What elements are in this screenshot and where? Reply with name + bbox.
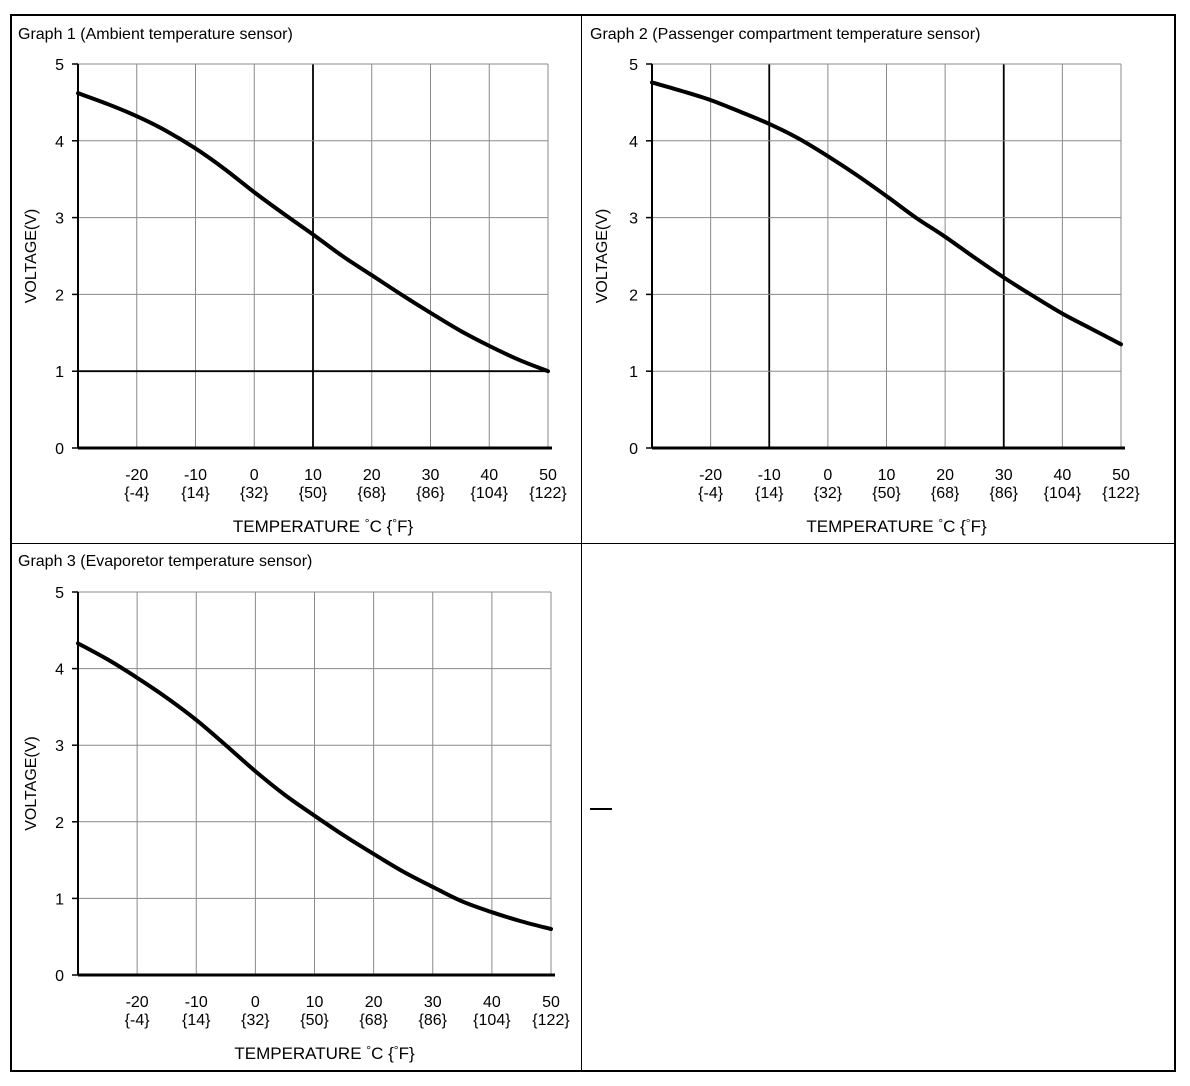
y-axis-label: VOLTAGE(V): [23, 736, 40, 831]
x-axis-label-prefix: TEMPERATURE: [234, 1044, 366, 1063]
x-tick-label-f: {68}: [358, 485, 387, 502]
panel-divider-horizontal: [10, 543, 1176, 544]
y-tick-label: 1: [55, 891, 64, 908]
x-tick-label-f: {50}: [872, 485, 901, 502]
x-tick-label-c: 50: [1112, 467, 1130, 484]
x-tick-label-f: {-4}: [698, 485, 724, 502]
degree-mark: °: [966, 516, 971, 530]
x-axis-label-prefix: TEMPERATURE: [233, 517, 365, 536]
y-tick-label: 4: [55, 134, 64, 151]
x-axis-label: TEMPERATURE °C {°F}: [233, 516, 414, 536]
x-tick-label-f: {14}: [182, 1012, 211, 1029]
x-tick-label-f: {14}: [755, 485, 784, 502]
x-axis-label: TEMPERATURE °C {°F}: [234, 1043, 415, 1063]
y-tick-label: 2: [55, 287, 64, 304]
y-tick-label: 3: [55, 738, 64, 755]
y-tick-label: 0: [55, 441, 64, 458]
x-tick-label-c: 20: [365, 994, 383, 1011]
graph-2-chart: 012345-20{-4}-10{14}0{32}10{50}20{68}30{…: [594, 57, 1140, 536]
y-tick-label: 5: [55, 585, 64, 602]
x-tick-label-f: {68}: [931, 485, 960, 502]
x-axis-label-unit-c: C {: [371, 1044, 394, 1063]
x-axis-label-unit-f: F}: [971, 517, 987, 536]
x-tick-label-f: {104}: [473, 1012, 511, 1029]
x-tick-label-c: 40: [1053, 467, 1071, 484]
x-tick-label-f: {50}: [299, 485, 328, 502]
x-tick-label-c: 10: [306, 994, 324, 1011]
x-tick-label-c: 0: [250, 467, 259, 484]
x-tick-label-c: 10: [304, 467, 322, 484]
y-tick-label: 4: [629, 134, 638, 151]
degree-mark: °: [392, 516, 397, 530]
x-tick-label-f: {86}: [990, 485, 1019, 502]
graph-2-title: Graph 2 (Passenger compartment temperatu…: [590, 26, 981, 43]
x-tick-label-f: {122}: [529, 485, 567, 502]
x-tick-label-c: 50: [542, 994, 560, 1011]
x-tick-label-c: 40: [480, 467, 498, 484]
y-tick-label: 4: [55, 662, 64, 679]
x-axis-label-prefix: TEMPERATURE: [806, 517, 938, 536]
x-tick-label-c: 50: [539, 467, 557, 484]
x-tick-label-c: 20: [363, 467, 381, 484]
graph-1-title: Graph 1 (Ambient temperature sensor): [18, 26, 293, 43]
y-axis-label: VOLTAGE(V): [594, 209, 611, 304]
y-tick-label: 3: [55, 211, 64, 228]
x-axis-label-unit-c: C {: [943, 517, 966, 536]
degree-mark: °: [365, 516, 370, 530]
x-axis-label-unit-f: F}: [397, 517, 413, 536]
x-tick-label-c: 0: [823, 467, 832, 484]
x-axis-label-unit-c: C {: [370, 517, 393, 536]
degree-mark: °: [394, 1043, 399, 1057]
stray-dash-mark: [590, 808, 612, 810]
x-tick-label-c: 40: [483, 994, 501, 1011]
graph-3-title: Graph 3 (Evaporetor temperature sensor): [18, 553, 313, 570]
x-tick-label-f: {-4}: [124, 485, 150, 502]
x-tick-label-f: {68}: [359, 1012, 388, 1029]
y-tick-label: 1: [55, 364, 64, 381]
x-tick-label-f: {50}: [300, 1012, 329, 1029]
x-tick-label-c: 20: [936, 467, 954, 484]
x-tick-label-f: {32}: [240, 485, 269, 502]
x-axis-label: TEMPERATURE °C {°F}: [806, 516, 987, 536]
y-tick-label: 2: [629, 287, 638, 304]
x-tick-label-f: {-4}: [125, 1012, 151, 1029]
x-axis-label-unit-f: F}: [399, 1044, 415, 1063]
x-tick-label-c: 10: [878, 467, 896, 484]
x-tick-label-c: 0: [251, 994, 260, 1011]
x-tick-label-f: {86}: [419, 1012, 448, 1029]
y-axis-label: VOLTAGE(V): [23, 209, 40, 304]
x-tick-label-f: {104}: [1044, 485, 1082, 502]
y-tick-label: 0: [629, 441, 638, 458]
x-tick-label-c: 30: [995, 467, 1013, 484]
graph-3-chart: 012345-20{-4}-10{14}0{32}10{50}20{68}30{…: [23, 585, 570, 1063]
x-tick-label-c: -20: [125, 467, 148, 484]
y-tick-label: 2: [55, 815, 64, 832]
degree-mark: °: [938, 516, 943, 530]
x-tick-label-c: 30: [424, 994, 442, 1011]
x-tick-label-c: -20: [699, 467, 722, 484]
degree-mark: °: [366, 1043, 371, 1057]
graph-1-chart: 012345-20{-4}-10{14}0{32}10{50}20{68}30{…: [23, 57, 567, 536]
x-tick-label-f: {32}: [241, 1012, 270, 1029]
y-tick-label: 5: [629, 57, 638, 74]
x-tick-label-f: {122}: [532, 1012, 570, 1029]
y-tick-label: 0: [55, 968, 64, 985]
x-tick-label-c: -10: [758, 467, 781, 484]
x-tick-label-f: {104}: [471, 485, 509, 502]
y-tick-label: 1: [629, 364, 638, 381]
y-tick-label: 5: [55, 57, 64, 74]
x-tick-label-f: {14}: [181, 485, 210, 502]
x-tick-label-f: {122}: [1102, 485, 1140, 502]
y-tick-label: 3: [629, 211, 638, 228]
x-tick-label-c: -10: [185, 994, 208, 1011]
x-tick-label-f: {32}: [814, 485, 843, 502]
x-tick-label-c: -10: [184, 467, 207, 484]
x-tick-label-c: -20: [126, 994, 149, 1011]
x-tick-label-f: {86}: [416, 485, 445, 502]
x-tick-label-c: 30: [422, 467, 440, 484]
